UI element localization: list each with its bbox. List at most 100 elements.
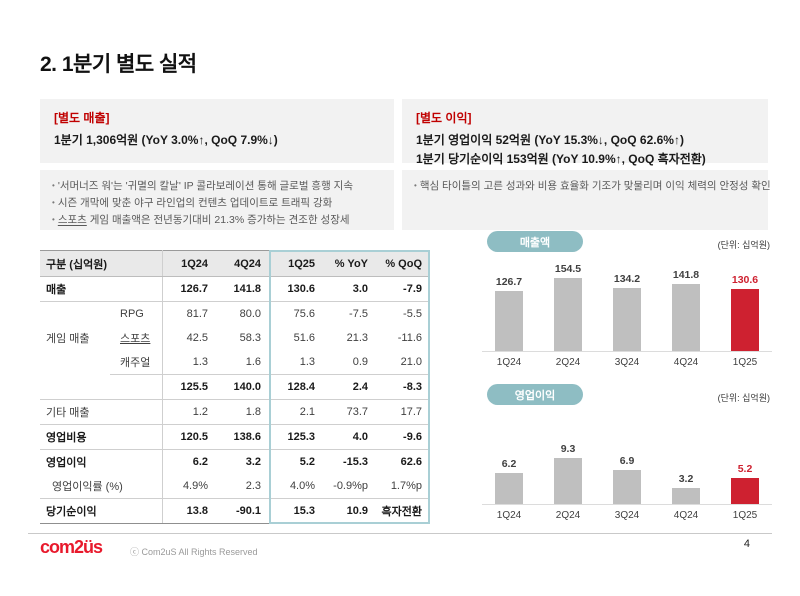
table-row: 스포츠 42.5 58.3 51.6 21.3 -11.6 [40,326,430,350]
table-value: 1.3 [299,356,316,368]
table-value: -7.9 [403,283,423,295]
table-row: 영업이익률 (%) 4.9% 2.3 4.0% -0.9%p 1.7%p [40,474,430,499]
table-value: 81.7 [162,301,217,326]
table-value: 1.6 [245,356,262,368]
revenue-bar-chart: 126.7 154.5 134.2 141.8 130.6 [482,262,772,352]
bar-value-label: 5.2 [737,463,753,475]
profit-box-line2: 1분기 당기순이익 153억원 (YoY 10.9%↑, QoQ 흑자전환) [416,151,706,166]
bullet-item: • 핵심 타이틀의 고른 성과와 비용 효율화 기조가 맞물리며 이익 체력의 안… [414,180,771,192]
table-value: 126.7 [180,283,209,295]
table-value: 73.7 [323,399,377,425]
table-value: 1.3 [192,356,209,368]
x-axis-label: 1Q25 [732,357,758,368]
table-value: 130.6 [287,283,316,295]
bar-1Q24: 6.2 [488,458,530,504]
bar-rect [613,470,641,504]
bar-value-label: 3.2 [678,473,694,485]
table-row-label: 영업이익 [40,449,163,474]
col-4q24: 4Q24 [216,250,270,277]
bar-value-label: 134.2 [613,273,641,285]
table-value: 1.2 [162,399,217,425]
table-value: 141.8 [233,283,262,295]
table-value: 4.9% [182,480,209,492]
x-axis-label: 2Q24 [555,510,581,521]
table-row: 기타 매출 1.2 1.8 2.1 73.7 17.7 [40,399,431,425]
table-value: 80.0 [216,301,270,326]
table-group-label: 게임 매출 [40,301,110,375]
operating-profit-chart-unit-label: (단위: 십억원) [717,393,770,403]
bar-value-label: 154.5 [554,263,582,275]
table-value: 138.6 [216,424,270,450]
table-value: 58.3 [239,332,262,344]
table-row-label: 당기순이익 [40,498,163,524]
bar-4Q24: 3.2 [665,473,707,504]
table-sub-label: 캐주얼 [110,350,163,375]
bar-rect [672,284,700,351]
bar-rect [613,288,641,351]
table-value: 21.0 [400,356,423,368]
table-value: -7.5 [323,301,377,326]
financial-table: 구분 (십억원) 1Q24 4Q24 1Q25 % YoY % QoQ 매출 12… [40,250,431,524]
bar-rect [554,278,582,351]
table-value: 3.2 [216,449,270,474]
table-header-label: 구분 (십억원) [40,250,163,277]
table-row: 영업이익 6.2 3.2 5.2 -15.3 62.6 [40,449,431,474]
table-value: 4.0% [289,480,316,492]
table-value: 2.4 [323,374,377,400]
bar-rect [495,291,523,351]
col-yoy: % YoY [323,250,377,277]
table-value: -15.3 [323,449,377,474]
x-axis-label: 1Q24 [496,357,522,368]
table-value: -8.3 [376,374,431,400]
table-value: 2.1 [269,399,324,425]
bar-rect [672,488,700,504]
table-value: 42.5 [186,332,209,344]
table-value: -11.6 [397,332,423,344]
table-row: 캐주얼 1.3 1.6 1.3 0.9 21.0 [40,350,430,375]
x-axis-label: 3Q24 [614,357,640,368]
profit-box-line1: 1분기 영업이익 52억원 (YoY 15.3%↓, QoQ 62.6%↑) [416,133,684,147]
page-title: 2. 1분기 별도 실적 [40,53,197,76]
profit-summary-box: [별도 이익] 1분기 영업이익 52억원 (YoY 15.3%↓, QoQ 6… [402,99,768,166]
table-value: 13.8 [162,498,217,524]
table-value: -9.6 [376,424,431,450]
table-row: 게임 매출 RPG 81.7 80.0 75.6 -7.5 -5.5 [40,301,431,375]
bar-1Q25: 5.2 [724,463,766,504]
bar-rect [731,478,759,504]
table-value: 흑자전환 [376,498,431,524]
operating-profit-chart-badge: 영업이익 [487,384,583,405]
bar-value-label: 6.9 [619,455,635,467]
table-value: 75.6 [269,301,324,326]
revenue-chart-x-labels: 1Q24 2Q24 3Q24 4Q24 1Q25 [482,357,772,368]
table-value: 3.0 [352,283,369,295]
bar-value-label: 6.2 [501,458,517,470]
col-1q24: 1Q24 [162,250,217,277]
table-value: 128.4 [269,374,324,400]
bar-value-label: 9.3 [560,443,576,455]
table-value: 1.8 [216,399,270,425]
profit-box-tag: [별도 이익] [416,111,472,125]
table-row-label: 기타 매출 [40,399,163,425]
footer-divider [28,533,772,534]
table-value: 21.3 [346,332,369,344]
table-cell [110,374,163,400]
financial-table-wrap: 구분 (십억원) 1Q24 4Q24 1Q25 % YoY % QoQ 매출 12… [40,250,431,524]
x-axis-label: 1Q25 [732,510,758,521]
table-value: 0.9 [352,356,369,368]
table-value: 120.5 [162,424,217,450]
table-value: 140.0 [216,374,270,400]
table-value: 1.7%p [390,480,423,492]
profit-bullet-box: • 핵심 타이틀의 고른 성과와 비용 효율화 기조가 맞물리며 이익 체력의 안… [402,170,771,230]
table-row: 125.5 140.0 128.4 2.4 -8.3 [40,374,431,400]
x-axis-label: 3Q24 [614,510,640,521]
bar-rect [554,458,582,504]
table-value: -0.9%p [333,480,369,492]
bar-3Q24: 6.9 [606,455,648,504]
table-cell [40,375,110,400]
x-axis-label: 2Q24 [555,357,581,368]
bar-3Q24: 134.2 [606,273,648,351]
bar-4Q24: 141.8 [665,269,707,351]
table-value: 51.6 [293,332,316,344]
table-value: 6.2 [162,449,217,474]
table-value: -5.5 [376,301,431,326]
